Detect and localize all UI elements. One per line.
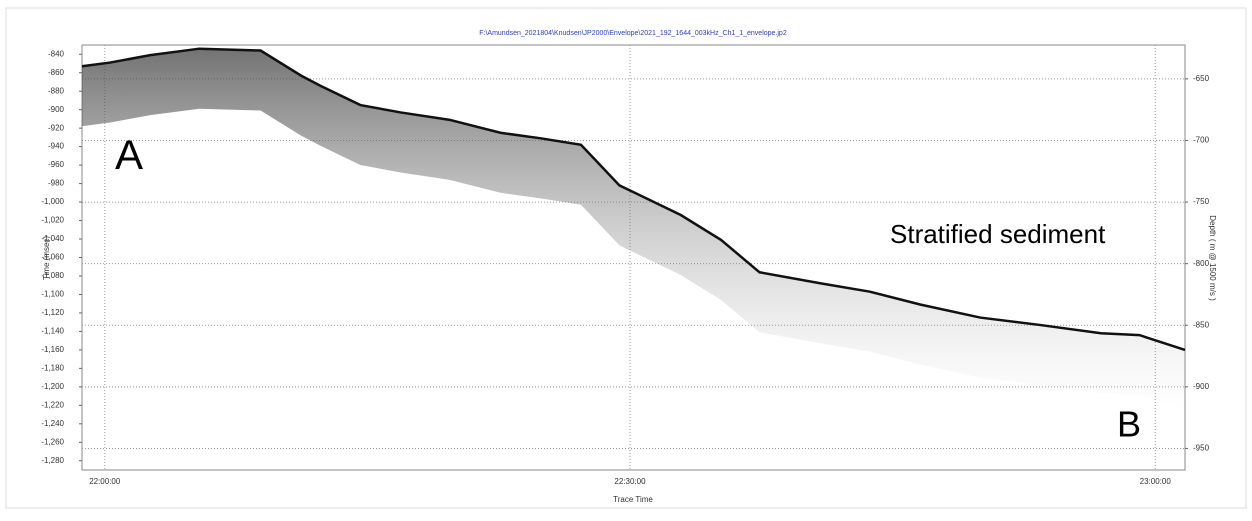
y-tick-label: -1,200 — [41, 382, 64, 391]
x-tick-label: 22:30:00 — [614, 477, 646, 486]
y-tick-label: -1,080 — [41, 271, 64, 280]
y-tick-label: -880 — [48, 86, 65, 95]
y-tick-label: -1,060 — [41, 253, 64, 262]
x-axis-label: Trace Time — [613, 495, 653, 504]
annotation: A — [115, 131, 143, 178]
y-tick-label: -1,220 — [41, 400, 64, 409]
y-tick-label: -1,100 — [41, 290, 64, 299]
y-tick-label: -860 — [48, 68, 65, 77]
y-tick-label: -980 — [48, 179, 65, 188]
y-tick-label: -1,280 — [41, 456, 64, 465]
x-tick-label: 22:00:00 — [89, 477, 121, 486]
x-tick-label: 23:00:00 — [1140, 477, 1172, 486]
y-tick-label: -1,040 — [41, 234, 64, 243]
y-tick-label: -1,120 — [41, 308, 64, 317]
chart: F:\Amundsen_2021804\Knudsen\JP2000\Envel… — [0, 0, 1252, 516]
page: F:\Amundsen_2021804\Knudsen\JP2000\Envel… — [0, 0, 1252, 521]
y-tick-label: -1,260 — [41, 437, 64, 446]
y2-tick-label: -700 — [1193, 136, 1210, 145]
y-tick-label: -1,160 — [41, 345, 64, 354]
annotation: Stratified sediment — [890, 219, 1106, 249]
y-tick-label: -960 — [48, 160, 65, 169]
y-tick-label: -1,140 — [41, 327, 64, 336]
y-tick-label: -840 — [48, 49, 65, 58]
y-tick-label: -1,240 — [41, 419, 64, 428]
y2-tick-label: -950 — [1193, 444, 1210, 453]
y-tick-label: -1,000 — [41, 197, 64, 206]
y2-tick-label: -900 — [1193, 382, 1210, 391]
y-tick-label: -920 — [48, 123, 65, 132]
y-tick-label: -900 — [48, 105, 65, 114]
y2-tick-label: -800 — [1193, 259, 1210, 268]
y2-tick-label: -650 — [1193, 74, 1210, 83]
chart-title: F:\Amundsen_2021804\Knudsen\JP2000\Envel… — [479, 30, 787, 37]
y-tick-label: -1,020 — [41, 216, 64, 225]
y-tick-label: -1,180 — [41, 363, 64, 372]
y-tick-label: -940 — [48, 142, 65, 151]
annotation: B — [1117, 404, 1141, 445]
y2-tick-label: -850 — [1193, 320, 1210, 329]
y2-axis-label: Depth ( m @ 1500 m/s ) — [1208, 215, 1217, 301]
y2-tick-label: -750 — [1193, 197, 1210, 206]
